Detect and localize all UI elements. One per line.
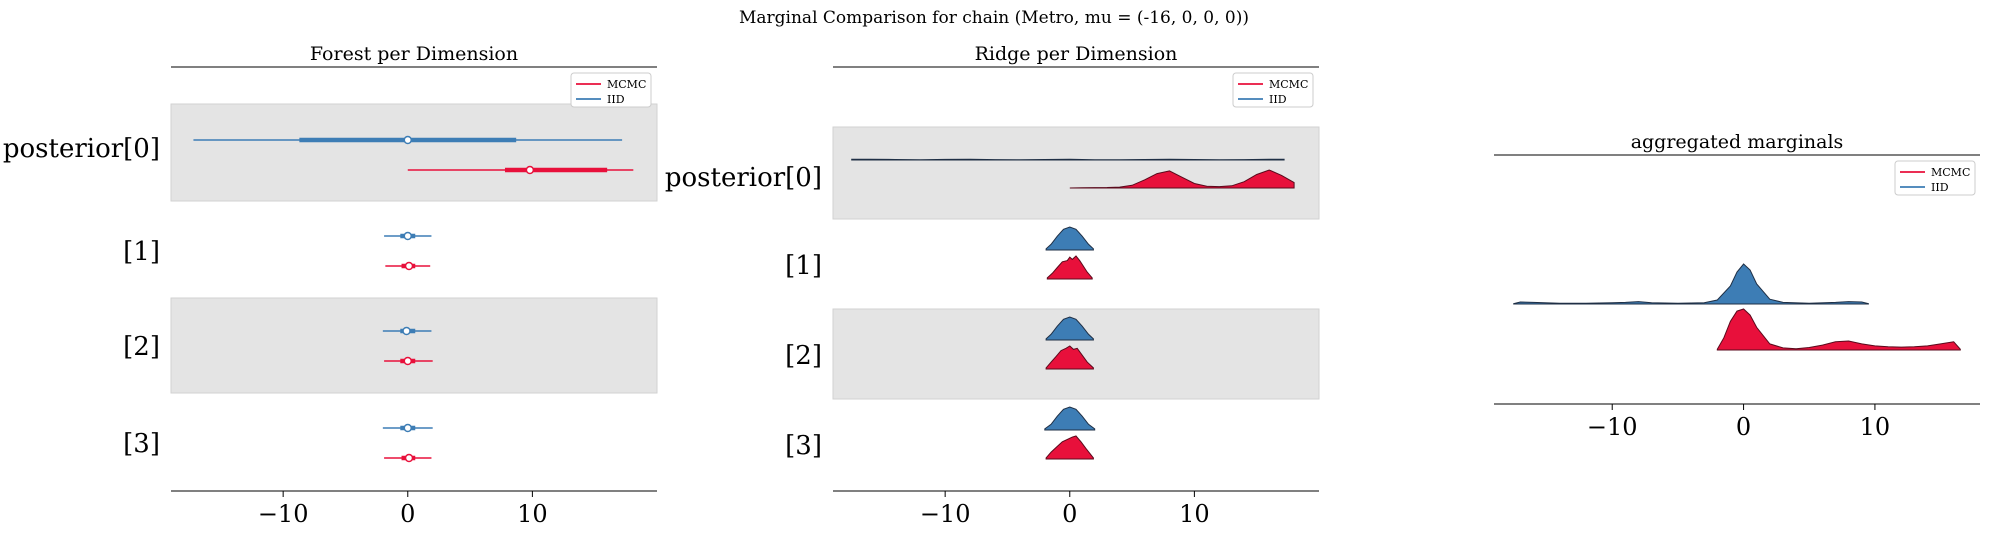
panel-title: Ridge per Dimension bbox=[975, 43, 1178, 65]
median-marker-iid bbox=[403, 423, 413, 433]
ridge-iid bbox=[851, 158, 1285, 161]
dimension-label: [2] bbox=[785, 341, 822, 371]
dimension-label: posterior[0] bbox=[665, 163, 822, 193]
ridge-iid bbox=[1044, 406, 1096, 431]
median-marker-mcmc bbox=[404, 453, 414, 463]
dimension-label: [1] bbox=[123, 237, 160, 267]
row-shading-band bbox=[170, 103, 658, 202]
row-shading-band bbox=[832, 126, 1320, 220]
ridge-iid bbox=[1513, 263, 1869, 305]
panel-title: Forest per Dimension bbox=[310, 43, 518, 65]
dimension-label: [3] bbox=[785, 431, 822, 461]
median-marker-iid bbox=[403, 135, 413, 145]
ridge-mcmc bbox=[1716, 308, 1961, 351]
x-tick-label: 0 bbox=[400, 500, 415, 528]
ridge-panel: Ridge per Dimension posterior[0] [1] [2] [3]… bbox=[665, 43, 1320, 528]
forest-panel: Forest per Dimension posterior[0] [1] [2] [3… bbox=[3, 43, 658, 528]
dimension-label: [1] bbox=[785, 251, 822, 281]
legend-label-mcmc: MCMC bbox=[1269, 78, 1308, 91]
x-tick-label: 0 bbox=[1736, 413, 1751, 441]
median-marker-mcmc bbox=[404, 261, 414, 271]
ridge-mcmc bbox=[1045, 345, 1094, 370]
x-tick-label: 10 bbox=[517, 500, 548, 528]
legend-label-iid: IID bbox=[1931, 181, 1949, 194]
dimension-label: [2] bbox=[123, 332, 160, 362]
ridge-mcmc bbox=[1069, 169, 1295, 189]
legend-label-mcmc: MCMC bbox=[607, 78, 646, 91]
ridge-iid bbox=[1045, 226, 1094, 251]
panel-title: aggregated marginals bbox=[1631, 131, 1844, 153]
figure-suptitle: Marginal Comparison for chain (Metro, mu… bbox=[739, 8, 1249, 28]
median-marker-mcmc bbox=[525, 165, 535, 175]
x-tick-label: −10 bbox=[258, 500, 309, 528]
ridge-mcmc bbox=[1045, 435, 1094, 460]
dimension-label: posterior[0] bbox=[3, 134, 160, 164]
x-tick-label: 10 bbox=[1860, 413, 1891, 441]
legend-label-iid: IID bbox=[1269, 93, 1287, 106]
x-tick-label: −10 bbox=[920, 500, 971, 528]
x-tick-label: 10 bbox=[1179, 500, 1210, 528]
row-shading-band bbox=[170, 297, 658, 394]
median-marker-iid bbox=[403, 231, 413, 241]
median-marker-mcmc bbox=[403, 356, 413, 366]
dimension-label: [3] bbox=[123, 429, 160, 459]
legend-label-mcmc: MCMC bbox=[1931, 166, 1970, 179]
legend-label-iid: IID bbox=[607, 93, 625, 106]
aggregated-panel: aggregated marginals MCMC IID −10 0 10 bbox=[1494, 131, 1980, 441]
x-tick-label: −10 bbox=[1587, 413, 1638, 441]
median-marker-iid bbox=[402, 326, 411, 336]
ridge-iid bbox=[1045, 316, 1094, 341]
x-tick-label: 0 bbox=[1062, 500, 1077, 528]
ridge-mcmc bbox=[1046, 255, 1093, 280]
